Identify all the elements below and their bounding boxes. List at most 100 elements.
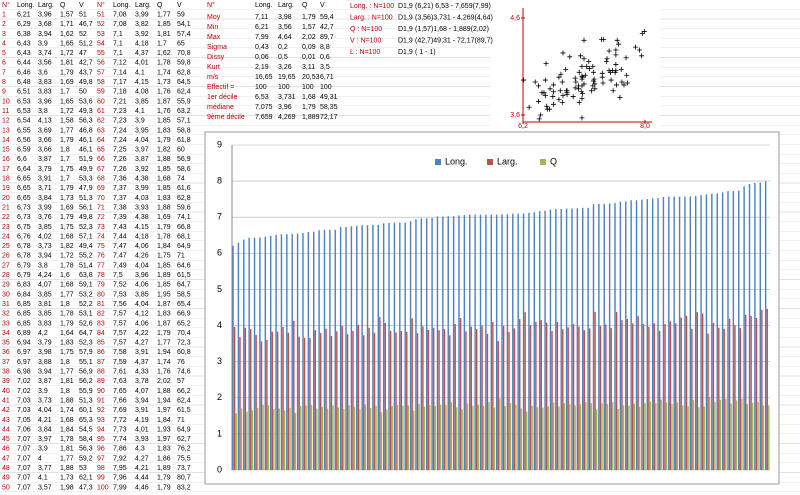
table-cell: 62,8 [177,69,191,76]
stats-cell: 58,35 [320,104,338,111]
bar [605,324,607,470]
bar [325,328,327,470]
table-cell: 2,02 [157,378,171,385]
bar [660,399,662,470]
table-cell: 1,76 [157,369,171,376]
bar [504,406,506,470]
table-cell: 64,9 [177,426,191,433]
row-number: 39 [2,378,10,385]
table-cell: 7,08 [113,11,127,18]
table-cell: 6,29 [17,21,31,28]
bar [404,222,406,470]
table-cell: 1,87 [157,98,171,105]
table-cell: 6,21 [17,11,31,18]
table-cell: 7,59 [113,359,127,366]
table-cell: 1,84 [157,417,171,424]
stats-cell: 2,02 [302,34,316,41]
table-cell: 7,65 [113,388,127,395]
table-cell: 1,62 [60,31,74,38]
bar [291,233,293,470]
bar [531,405,533,470]
table-cell: 3,9 [135,118,145,125]
y-tick-label: 5 [217,284,222,294]
table-cell: 58,4 [79,436,93,443]
bar [572,324,575,470]
bar [422,326,424,470]
stats-label: Effectif = [207,84,234,91]
row-number: 60 [97,98,105,105]
stats-cell: 7,99 [255,34,269,41]
table-cell: 6,64 [17,166,31,173]
bar [599,325,602,470]
row-number: 6 [2,60,6,67]
table-cell: 60 [177,147,185,154]
table-header: N° [2,1,10,9]
row-number: 30 [2,291,10,298]
bar [519,319,521,470]
table-cell: 4,3 [135,446,145,453]
stats-cell: 100 [255,84,267,91]
bar [450,402,453,470]
table-cell: 47 [79,50,87,57]
table-cell: 1,89 [157,465,171,472]
table-cell: 7,07 [17,475,31,482]
table-cell: 7,99 [113,484,127,491]
bar [276,331,279,470]
bar [547,406,549,470]
table-cell: 1,8 [60,388,70,395]
table-cell: 1,7 [60,176,70,183]
table-cell: 83,2 [177,484,191,491]
table-cell: 7,86 [113,446,127,453]
x-tick-label: 8,0 [640,123,650,130]
bar-chart: 0 1 2 3 4 5 6 7 8 9 Long. Larg. Q [217,139,770,474]
bar [416,333,419,470]
bar [755,317,758,470]
table-cell: 6,46 [17,69,31,76]
bar [768,405,770,470]
scatter-point [580,74,586,80]
table-cell: 4,06 [135,320,149,327]
stats-cell: 3,98 [278,14,292,21]
scatter-point [618,66,624,72]
table-cell: 7,95 [113,465,127,472]
table-cell: 62,4 [177,89,191,96]
bar [673,196,675,470]
bar [389,330,392,470]
legend-label: Q [550,156,557,166]
table-cell: 1,79 [60,320,74,327]
table-cell: 7,07 [17,446,31,453]
table-cell: 6,51 [17,89,31,96]
table-cell: 1,75 [60,349,74,356]
bar [603,203,605,470]
row-number: 83 [97,320,105,327]
table-cell: 3,82 [135,21,149,28]
table-cell: 7,39 [113,214,127,221]
bar [592,204,595,470]
note-cell: Larg. : N=100 [350,14,393,21]
bar [555,208,557,470]
bar [669,321,672,470]
table-cell: 66,2 [177,388,191,395]
bar [262,404,264,470]
bar [233,327,236,470]
scatter-point [521,77,527,83]
table-cell: 52 [79,31,87,38]
bar [486,333,489,470]
y-tick-label: 4,6 [510,15,520,22]
table-cell: 80,7 [177,475,191,482]
scatter-frame [490,2,660,130]
scatter-point [624,72,630,78]
bar [481,325,483,470]
bar [689,196,692,470]
table-cell: 6,85 [17,301,31,308]
table-cell: 58,6 [177,166,191,173]
bar [269,236,272,470]
table-cell: 71 [177,253,185,260]
bar [369,407,372,470]
table-cell: 1,85 [157,118,171,125]
table-cell: 4,08 [135,89,149,96]
row-number: 67 [97,166,105,173]
table-cell: 6,65 [17,185,31,192]
bar [680,317,682,470]
note-cell: D1,9 [398,14,413,21]
